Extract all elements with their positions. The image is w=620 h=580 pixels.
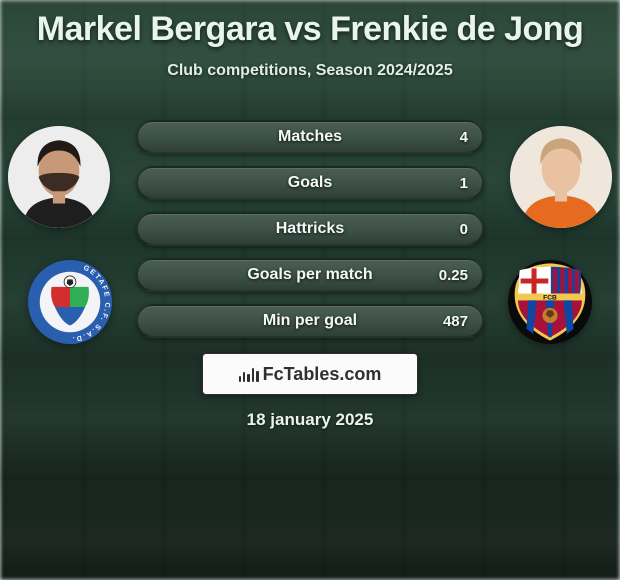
infographic-container: Markel Bergara vs Frenkie de Jong Club c… [0, 0, 620, 580]
page-title: Markel Bergara vs Frenkie de Jong [0, 10, 620, 49]
stat-row: Hattricks 0 [136, 212, 484, 246]
player-left-avatar [8, 126, 110, 228]
stat-row: Goals per match 0.25 [136, 258, 484, 292]
stat-right-value: 0.25 [439, 260, 468, 290]
bar-chart-icon [239, 366, 259, 382]
date-text: 18 january 2025 [0, 410, 620, 430]
stats-bars: Matches 4 Goals 1 Hattricks 0 Goals per … [136, 120, 484, 350]
stat-row: Matches 4 [136, 120, 484, 154]
stat-label: Min per goal [138, 306, 482, 336]
stat-right-value: 487 [443, 306, 468, 336]
stat-label: Hattricks [138, 214, 482, 244]
page-subtitle: Club competitions, Season 2024/2025 [0, 62, 620, 80]
stat-right-value: 4 [460, 122, 468, 152]
player-right-avatar [510, 126, 612, 228]
stat-row: Min per goal 487 [136, 304, 484, 338]
player-right-portrait-icon [510, 126, 612, 228]
getafe-badge-icon: GETAFE C.F. S.A.D. [28, 260, 112, 344]
barcelona-badge-icon: FCB [508, 260, 592, 344]
club-right-badge: FCB [508, 260, 592, 344]
player-left-portrait-icon [8, 126, 110, 228]
club-left-badge: GETAFE C.F. S.A.D. [28, 260, 112, 344]
stat-row: Goals 1 [136, 166, 484, 200]
brand-text: FcTables.com [263, 364, 382, 385]
stat-label: Matches [138, 122, 482, 152]
brand-box: FcTables.com [202, 353, 418, 395]
stat-label: Goals [138, 168, 482, 198]
stat-right-value: 0 [460, 214, 468, 244]
stat-right-value: 1 [460, 168, 468, 198]
stat-label: Goals per match [138, 260, 482, 290]
